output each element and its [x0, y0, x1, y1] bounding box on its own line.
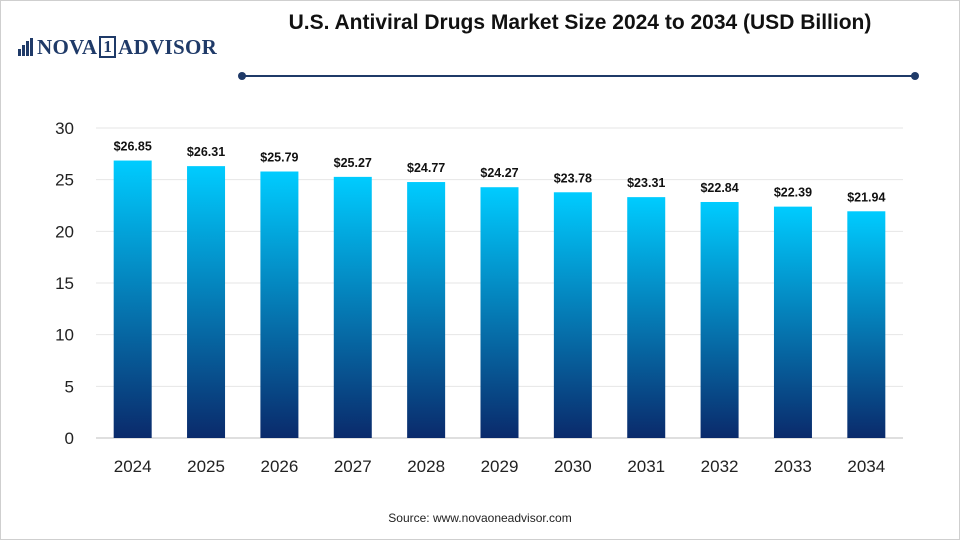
bar-2034 [847, 211, 886, 438]
data-label-2024: $26.85 [114, 140, 152, 154]
bar-2026 [260, 171, 299, 438]
y-tick-label-15: 15 [55, 274, 74, 293]
bar-2027 [333, 176, 372, 439]
bar-2030 [553, 192, 592, 438]
bar-2024 [113, 160, 152, 439]
x-tick-label-2025: 2025 [187, 457, 225, 476]
bar-2031 [627, 197, 666, 438]
bar-2028 [407, 182, 446, 438]
source-note: Source: www.novaoneadvisor.com [388, 511, 572, 525]
x-tick-label-2027: 2027 [334, 457, 372, 476]
x-tick-label-2024: 2024 [114, 457, 152, 476]
logo-text-box: 1 [99, 36, 117, 58]
bar-2033 [773, 206, 812, 438]
y-tick-label-0: 0 [65, 429, 74, 448]
data-label-2034: $21.94 [847, 190, 885, 204]
y-tick-label-5: 5 [65, 377, 74, 396]
divider-dot-right [911, 72, 919, 80]
x-tick-label-2026: 2026 [260, 457, 298, 476]
brand-logo: NOVA 1 ADVISOR [18, 34, 217, 60]
bar-chart-icon [18, 38, 34, 56]
x-tick-label-2031: 2031 [627, 457, 665, 476]
chart-title: U.S. Antiviral Drugs Market Size 2024 to… [288, 11, 872, 34]
data-label-2026: $25.79 [260, 151, 298, 165]
y-tick-label-25: 25 [55, 171, 74, 190]
data-label-2025: $26.31 [187, 145, 225, 159]
y-tick-label-30: 30 [55, 119, 74, 138]
bar-2029 [480, 187, 519, 438]
x-tick-label-2029: 2029 [481, 457, 519, 476]
x-tick-label-2032: 2032 [701, 457, 739, 476]
data-label-2029: $24.27 [480, 166, 518, 180]
x-tick-label-2033: 2033 [774, 457, 812, 476]
y-tick-label-10: 10 [55, 326, 74, 345]
data-label-2028: $24.77 [407, 161, 445, 175]
bar-2032 [700, 201, 739, 438]
data-label-2030: $23.78 [554, 171, 592, 185]
data-label-2032: $22.84 [700, 181, 738, 195]
data-label-2031: $23.31 [627, 176, 665, 190]
data-label-2027: $25.27 [334, 156, 372, 170]
x-tick-label-2028: 2028 [407, 457, 445, 476]
y-tick-label-20: 20 [55, 222, 74, 241]
logo-text-left: NOVA [37, 34, 98, 59]
title-divider [238, 72, 919, 80]
data-label-2033: $22.39 [774, 186, 812, 200]
bar-2025 [187, 166, 226, 438]
x-tick-label-2030: 2030 [554, 457, 592, 476]
x-tick-label-2034: 2034 [847, 457, 885, 476]
divider-dot-left [238, 72, 246, 80]
logo-text-right: ADVISOR [118, 34, 218, 59]
